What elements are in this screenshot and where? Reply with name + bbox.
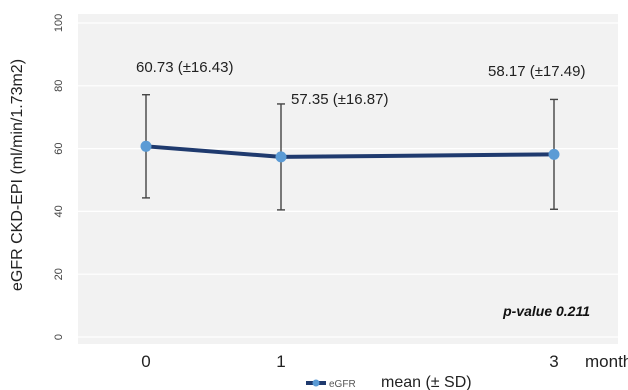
legend-series-name: eGFR <box>329 379 356 390</box>
p-value-annotation: p-value 0.211 <box>502 303 590 319</box>
plot-area <box>78 14 618 344</box>
y-ticks: 0 20 40 60 80 100 <box>53 14 65 340</box>
legend-note: mean (± SD) <box>381 374 472 390</box>
data-label: 60.73 (±16.43) <box>136 59 233 76</box>
y-tick-label: 20 <box>53 268 65 280</box>
x-tick-label: 0 <box>141 352 150 371</box>
y-tick-label: 100 <box>53 14 65 32</box>
data-point <box>275 151 287 163</box>
x-tick-label: 3 <box>549 352 558 371</box>
y-axis-label: eGFR CKD-EPI (ml/min/1.73m2) <box>9 59 26 291</box>
x-unit-label: months <box>585 352 628 371</box>
legend: eGFR mean (± SD) <box>306 374 472 390</box>
data-label: 58.17 (±17.49) <box>488 63 585 80</box>
data-points <box>140 140 560 163</box>
data-label: 57.35 (±16.87) <box>291 91 388 108</box>
x-tick-label: 1 <box>276 352 285 371</box>
y-tick-label: 0 <box>53 334 65 340</box>
x-ticks: 0 1 3 <box>141 352 558 371</box>
data-point <box>140 140 152 152</box>
y-tick-label: 80 <box>53 80 65 92</box>
data-point <box>548 148 560 160</box>
y-tick-label: 60 <box>53 142 65 154</box>
y-tick-label: 40 <box>53 205 65 217</box>
data-labels: 60.73 (±16.43) 57.35 (±16.87) 58.17 (±17.4… <box>136 59 585 108</box>
legend-swatch-marker <box>312 379 320 387</box>
